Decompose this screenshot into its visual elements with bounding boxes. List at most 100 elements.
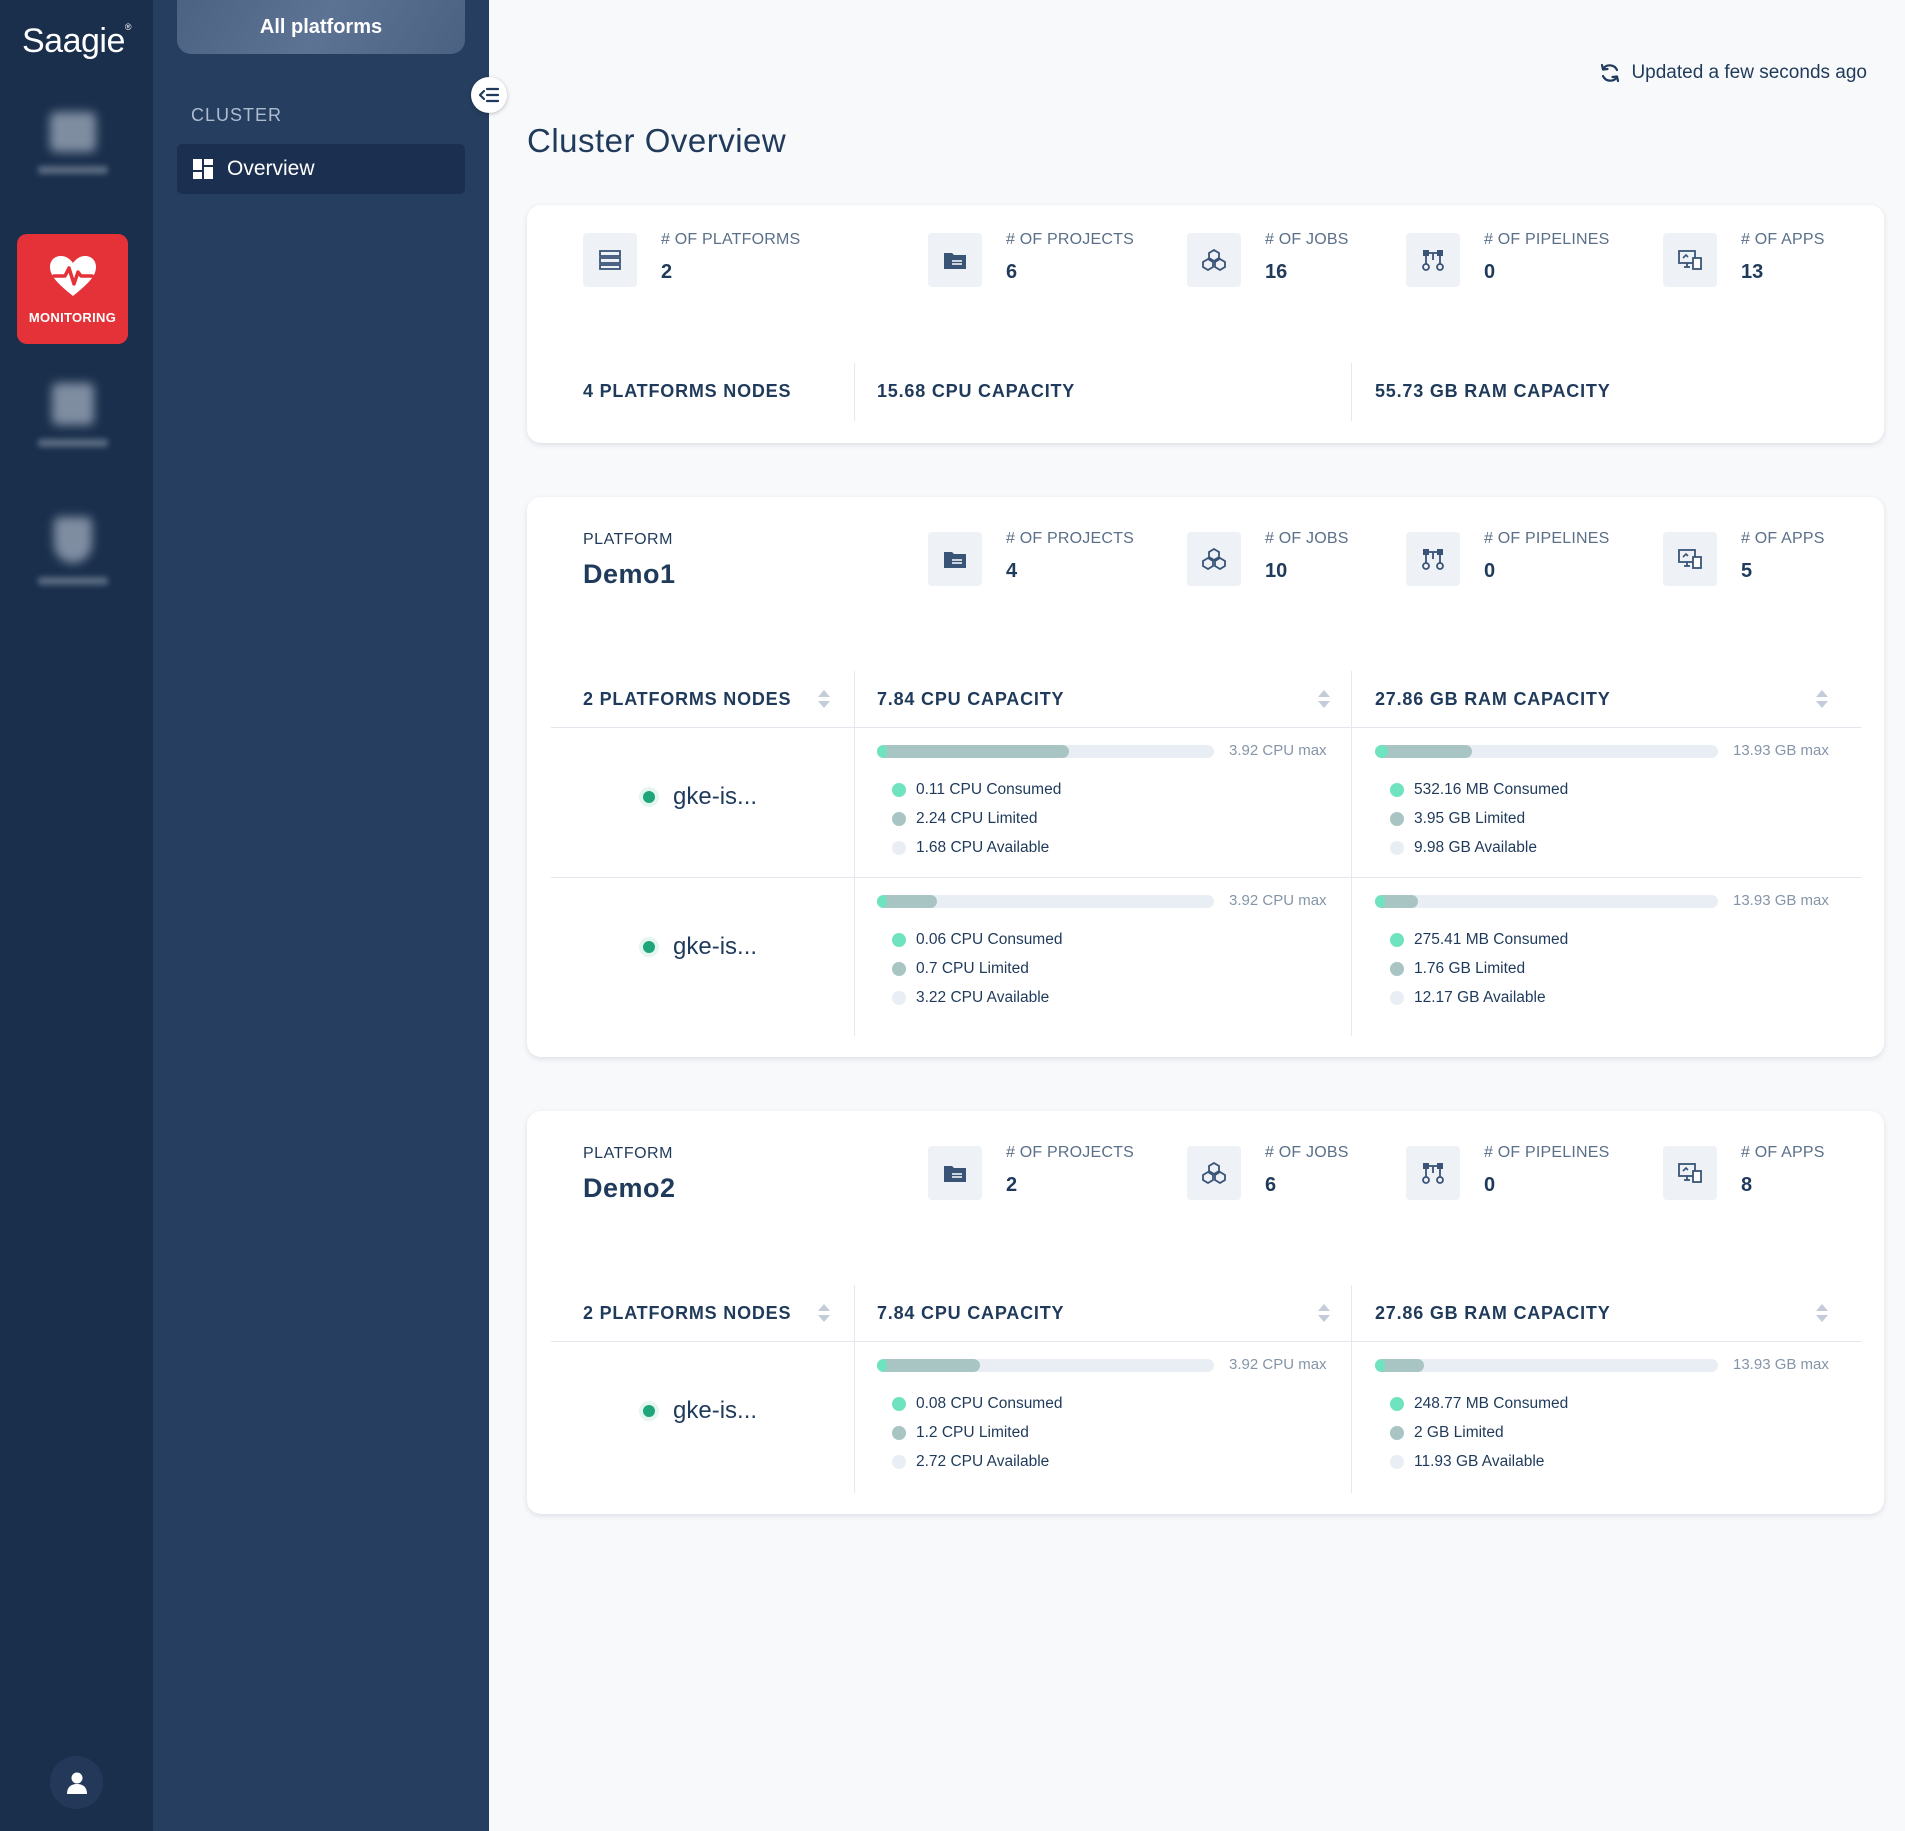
consumed-dot	[892, 1396, 906, 1411]
limited-dot	[1390, 961, 1404, 976]
limited-dot	[892, 961, 906, 976]
stat-projects: # OF PROJECTS 4	[928, 530, 1134, 586]
sort-icon[interactable]	[1317, 1302, 1331, 1324]
cpu-legend: 0.11 CPU Consumed 2.24 CPU Limited 1.68 …	[892, 775, 1061, 862]
collapse-left-icon	[479, 87, 499, 103]
divider	[551, 877, 1861, 878]
sort-icon[interactable]	[1815, 688, 1829, 710]
nav-item-label: Overview	[227, 157, 315, 180]
ram-max: 13.93 GB max	[1733, 892, 1829, 909]
bar-consumed	[1375, 895, 1386, 908]
cluster-nodes-count: 4 PLATFORMS NODES	[583, 381, 792, 401]
user-icon	[66, 1772, 87, 1794]
stat-apps: # OF APPS 13	[1663, 231, 1825, 287]
ram-capacity-header[interactable]: 27.86 GB RAM CAPACITY	[1375, 689, 1611, 709]
available-dot	[1390, 840, 1404, 855]
platform-name: Demo2	[583, 1173, 676, 1203]
stat-value: 0	[1484, 1174, 1496, 1196]
ram-usage-bar	[1375, 895, 1718, 908]
stat-apps: # OF APPS 5	[1663, 530, 1825, 586]
nav-item-overview[interactable]: Overview	[177, 144, 465, 194]
platform-selector[interactable]: All platforms	[177, 0, 465, 54]
rail-item-monitoring[interactable]: MONITORING	[17, 234, 128, 344]
stat-apps: # OF APPS 8	[1663, 1144, 1825, 1200]
bar-limited	[1375, 1359, 1425, 1372]
nodes-header[interactable]: 2 PLATFORMS NODES	[583, 689, 792, 709]
stat-value: 6	[1006, 261, 1018, 283]
node-status-dot	[643, 791, 655, 803]
apps-monitor-icon	[1663, 532, 1717, 586]
shield-icon	[53, 517, 92, 563]
node-row[interactable]: gke-is...	[643, 933, 757, 961]
available-dot	[892, 1454, 906, 1469]
cpu-available: 3.22 CPU Available	[916, 988, 1050, 1006]
ram-usage-bar	[1375, 745, 1718, 758]
stat-label: # OF JOBS	[1265, 231, 1349, 248]
cpu-capacity-header[interactable]: 7.84 CPU CAPACITY	[877, 689, 1065, 709]
refresh-status[interactable]: Updated a few seconds ago	[1599, 62, 1867, 84]
cpu-legend: 0.06 CPU Consumed 0.7 CPU Limited 3.22 C…	[892, 925, 1062, 1012]
available-dot	[892, 990, 906, 1005]
cpu-usage-bar	[877, 745, 1214, 758]
ram-capacity-header[interactable]: 27.86 GB RAM CAPACITY	[1375, 1303, 1611, 1323]
cpu-usage-bar	[877, 1359, 1214, 1372]
stat-value: 8	[1741, 1174, 1753, 1196]
node-status-dot	[643, 1405, 655, 1417]
stat-jobs: # OF JOBS 16	[1187, 231, 1349, 287]
cluster-cpu-capacity: 15.68 CPU CAPACITY	[877, 381, 1076, 401]
dashboard-icon	[193, 159, 213, 179]
user-account-button[interactable]	[50, 1756, 103, 1809]
stat-value: 2	[661, 261, 673, 283]
divider	[854, 1285, 855, 1493]
rail-item-security[interactable]	[17, 496, 128, 606]
stat-projects: # OF PROJECTS 6	[928, 231, 1134, 287]
refresh-icon	[1601, 63, 1620, 83]
limited-dot	[892, 1425, 906, 1440]
stat-pipelines: # OF PIPELINES 0	[1406, 231, 1610, 287]
catalog-grid-icon	[51, 383, 94, 425]
stat-label: # OF PIPELINES	[1484, 1144, 1610, 1161]
node-row[interactable]: gke-is...	[643, 1397, 757, 1425]
apps-monitor-icon	[1663, 233, 1717, 287]
logo-text: Saagie	[21, 22, 125, 60]
bar-consumed	[877, 1359, 888, 1372]
server-icon	[583, 233, 637, 287]
node-row[interactable]: gke-is...	[643, 783, 757, 811]
consumed-dot	[892, 782, 906, 797]
platform-name: Demo1	[583, 559, 676, 589]
collapse-sidebar-button[interactable]	[471, 77, 507, 113]
nodes-header[interactable]: 2 PLATFORMS NODES	[583, 1303, 792, 1323]
cpu-capacity-header[interactable]: 7.84 CPU CAPACITY	[877, 1303, 1065, 1323]
ram-consumed: 275.41 MB Consumed	[1414, 930, 1569, 948]
consumed-dot	[892, 932, 906, 947]
cpu-legend: 0.08 CPU Consumed 1.2 CPU Limited 2.72 C…	[892, 1389, 1062, 1476]
bar-limited	[1375, 895, 1419, 908]
pipeline-icon	[1406, 1146, 1460, 1200]
rail-item-catalog[interactable]	[17, 360, 128, 470]
node-name: gke-is...	[673, 933, 758, 960]
sort-icon[interactable]	[1815, 1302, 1829, 1324]
sort-icon[interactable]	[817, 688, 831, 710]
ram-max: 13.93 GB max	[1733, 742, 1829, 759]
cpu-max: 3.92 CPU max	[1229, 1356, 1327, 1373]
folder-icon	[928, 233, 982, 287]
ram-limited: 3.95 GB Limited	[1414, 809, 1526, 827]
cpu-usage-bar	[877, 895, 1214, 908]
ram-available: 11.93 GB Available	[1414, 1452, 1545, 1470]
rail-item-label: MONITORING	[28, 309, 117, 325]
jobs-cubes-icon	[1187, 1146, 1241, 1200]
stat-label: # OF APPS	[1741, 1144, 1825, 1161]
sort-icon[interactable]	[817, 1302, 831, 1324]
stat-value: 13	[1741, 261, 1764, 283]
ram-available: 12.17 GB Available	[1414, 988, 1546, 1006]
bar-limited	[1375, 745, 1473, 758]
consumed-dot	[1390, 782, 1404, 797]
divider	[551, 727, 1861, 728]
stat-label: # OF PIPELINES	[1484, 530, 1610, 547]
stat-label: # OF JOBS	[1265, 1144, 1349, 1161]
sort-icon[interactable]	[1317, 688, 1331, 710]
saagie-logo[interactable]: Saagie®	[0, 22, 153, 61]
stat-label: # OF APPS	[1741, 530, 1825, 547]
rail-item-projects[interactable]	[17, 88, 128, 198]
cpu-max: 3.92 CPU max	[1229, 742, 1327, 759]
